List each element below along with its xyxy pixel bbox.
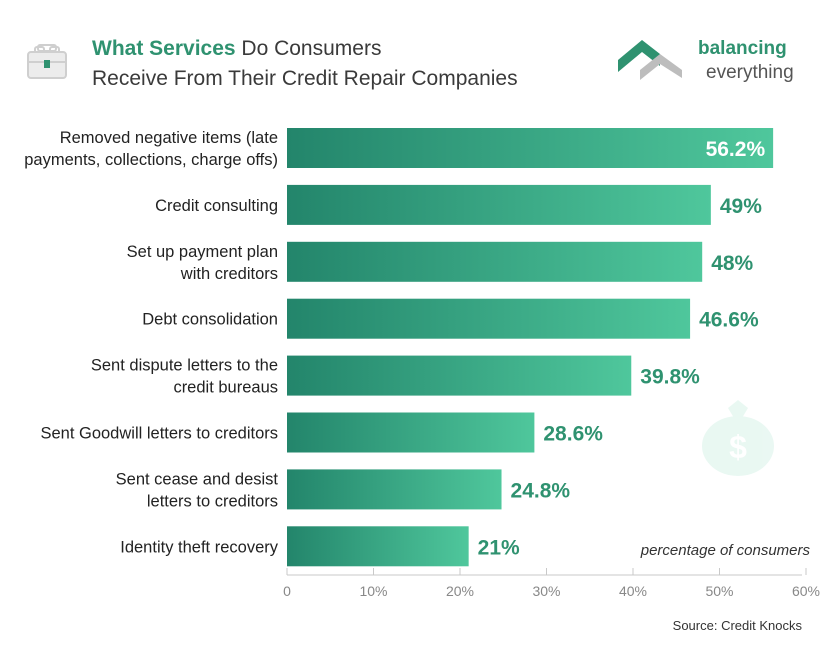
logo-text-everything: everything bbox=[706, 62, 794, 83]
title-highlight: What Services bbox=[92, 37, 236, 60]
category-label: Credit consulting bbox=[155, 197, 278, 215]
value-label: 49% bbox=[720, 195, 762, 218]
x-tick-label: 20% bbox=[446, 583, 474, 599]
bar bbox=[287, 412, 535, 453]
category-label: letters to creditors bbox=[147, 492, 278, 510]
bar bbox=[287, 128, 774, 168]
value-label: 28.6% bbox=[543, 423, 603, 446]
briefcase-icon bbox=[27, 44, 67, 79]
source-note: Source: Credit Knocks bbox=[672, 618, 802, 633]
title-rest: Do Consumers bbox=[235, 37, 382, 60]
x-axis: 0 10% 20% 30% 40% 50% 60% percentage of consume… bbox=[283, 542, 820, 599]
bar bbox=[287, 184, 711, 225]
x-tick-label: 60% bbox=[792, 583, 820, 599]
category-label: Sent dispute letters to the bbox=[91, 357, 278, 375]
bar bbox=[287, 241, 703, 282]
bars-group: Removed negative items (late payments, co… bbox=[24, 128, 774, 567]
value-label: 24.8% bbox=[511, 479, 571, 502]
bar bbox=[287, 469, 502, 510]
title-line2: Receive From Their Credit Repair Compani… bbox=[92, 67, 518, 90]
category-label: payments, collections, charge offs) bbox=[24, 151, 278, 169]
value-label: 48% bbox=[711, 252, 753, 275]
category-label: with creditors bbox=[180, 265, 278, 283]
category-label: Sent cease and desist bbox=[116, 470, 279, 488]
value-label: 39.8% bbox=[640, 366, 700, 389]
x-tick-label: 30% bbox=[532, 583, 560, 599]
x-axis-label: percentage of consumers bbox=[640, 542, 811, 559]
x-tick-label: 0 bbox=[283, 583, 291, 599]
category-label: Debt consolidation bbox=[142, 311, 278, 329]
bar-chart: $ Removed negative items (late payments, … bbox=[24, 128, 820, 599]
x-tick-label: 10% bbox=[359, 583, 387, 599]
logo-mark-icon bbox=[618, 40, 682, 80]
x-tick-label: 50% bbox=[705, 583, 733, 599]
x-tick-label: 40% bbox=[619, 583, 647, 599]
value-label: 56.2% bbox=[706, 138, 766, 161]
money-bag-watermark-icon: $ bbox=[702, 400, 774, 476]
category-label: Set up payment plan bbox=[127, 243, 278, 261]
category-label: Removed negative items (late bbox=[60, 129, 278, 147]
value-label: 46.6% bbox=[699, 309, 759, 332]
logo-text-balancing: balancing bbox=[698, 38, 787, 59]
bar bbox=[287, 526, 469, 567]
chart-title: What Services Do Consumers Receive From … bbox=[92, 34, 518, 94]
brand-logo: balancing everything bbox=[616, 36, 816, 86]
svg-text:$: $ bbox=[729, 429, 747, 465]
bar bbox=[287, 355, 632, 396]
category-label: Identity theft recovery bbox=[120, 538, 278, 556]
value-label: 21% bbox=[478, 536, 520, 559]
category-label: credit bureaus bbox=[173, 379, 278, 397]
bar bbox=[287, 298, 691, 339]
chart-header: What Services Do Consumers Receive From … bbox=[0, 0, 830, 110]
category-label: Sent Goodwill letters to creditors bbox=[40, 425, 278, 443]
